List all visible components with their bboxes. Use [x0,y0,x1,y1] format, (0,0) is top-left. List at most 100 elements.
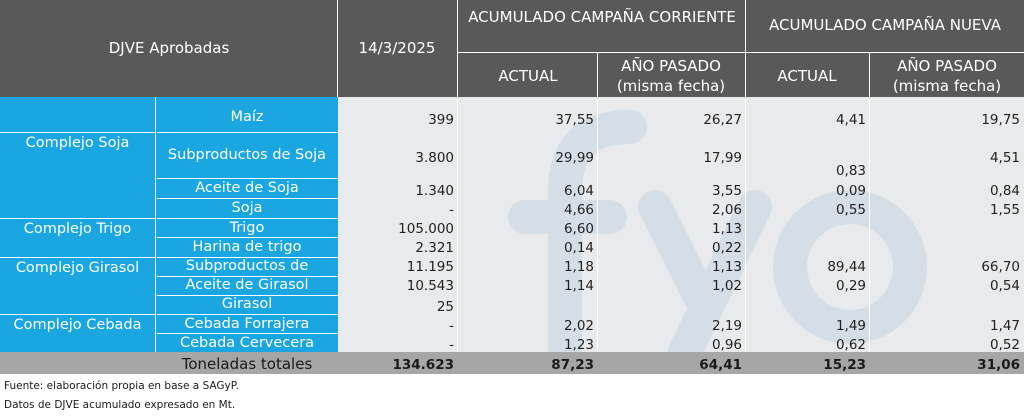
cell-djve: 25 [436,299,454,315]
group-divider [0,314,155,315]
cell-current-prev: 0,22 [711,240,742,256]
cell-current-prev: 26,27 [703,112,742,128]
cell-new-actual: 0,83 [835,163,866,179]
header-new-prev-line1: AÑO PASADO [897,57,997,75]
cell-new-prev: 0,52 [989,337,1020,353]
cell-current-actual: 0,14 [563,240,594,256]
row-divider [157,314,338,315]
product-label: Subproductos de Soja [167,147,327,163]
header-current-actual: ACTUAL [498,67,558,85]
product-label: Maíz [230,109,264,125]
cell-djve: - [449,318,454,334]
cell-new-prev: 66,70 [981,259,1020,275]
header-title: DJVE Aprobadas [108,39,230,57]
header-divider [457,0,458,97]
header-group-current: ACUMULADO CAMPAÑA CORRIENTE [468,8,736,26]
product-label: Trigo [229,220,265,236]
header-new-prev: AÑO PASADO (misma fecha) [870,56,1024,96]
row-divider [157,276,338,277]
footer-note: Datos de DJVE acumulado expresado en Mt. [4,399,236,411]
group-girasol: Complejo Girasol [15,260,140,276]
table-header [0,0,1024,97]
row-divider [157,333,338,334]
cell-current-actual: 29,99 [555,150,594,166]
cell-current-actual: 37,55 [555,112,594,128]
header-current-prev: AÑO PASADO (misma fecha) [598,56,744,96]
cell-new-actual: 0,55 [835,202,866,218]
cell-new-prev: 1,55 [989,202,1020,218]
row-divider [157,132,338,133]
group-divider [0,257,155,258]
header-divider [869,53,870,97]
header-divider [337,0,338,97]
product-label: Aceite de Soja [195,180,299,196]
header-new-actual: ACTUAL [777,67,837,85]
cell-current-actual: 1,14 [563,278,594,294]
row-divider [157,257,338,258]
group-cebada: Complejo Cebada [13,317,142,333]
cell-new-prev: 0,54 [989,278,1020,294]
cell-current-actual: 6,04 [563,183,594,199]
column-divider [597,97,598,352]
total-row [0,352,1024,374]
cell-new-actual: 0,62 [835,337,866,353]
cell-djve: 1.340 [415,183,454,199]
row-divider [157,295,338,296]
product-label: Cebada Cervecera [179,335,315,351]
cell-djve: - [449,337,454,353]
cell-djve: 105.000 [398,221,454,237]
cell-current-prev: 1,13 [711,259,742,275]
total-current-actual: 87,23 [551,357,594,373]
cell-new-prev: 0,84 [989,183,1020,199]
footer-source: Fuente: elaboración propia en base a SAG… [4,380,239,392]
cell-current-prev: 1,02 [711,278,742,294]
group-soja: Complejo Soja [25,135,130,151]
cell-current-actual: 6,60 [563,221,594,237]
group-trigo: Complejo Trigo [23,221,132,237]
header-date: 14/3/2025 [358,39,436,57]
cell-current-prev: 2,19 [711,318,742,334]
label-divider [155,97,156,352]
cell-current-prev: 2,06 [711,202,742,218]
cell-new-prev: 4,51 [989,150,1020,166]
cell-new-actual: 0,29 [835,278,866,294]
row-divider [157,198,338,199]
product-label: Soja [231,200,263,216]
total-djve: 134.623 [392,357,455,373]
cell-djve: 10.543 [406,278,454,294]
column-divider [869,97,870,352]
header-divider [458,52,1024,53]
cell-new-actual: 4,41 [835,112,866,128]
group-divider [0,132,155,133]
cell-current-prev: 0,96 [711,337,742,353]
cell-djve: - [449,202,454,218]
total-new-prev: 31,06 [977,357,1020,373]
column-divider [745,97,746,352]
cell-djve: 2.321 [415,240,454,256]
cell-new-prev: 19,75 [981,112,1020,128]
column-divider [457,97,458,352]
header-current-prev-line2: (misma fecha) [616,77,726,95]
cell-current-actual: 4,66 [563,202,594,218]
cell-new-actual: 0,09 [835,183,866,199]
product-label: Subproductos de [185,258,309,274]
cell-current-prev: 1,13 [711,221,742,237]
row-divider [157,178,338,179]
cell-djve: 3.800 [415,150,454,166]
header-divider [597,53,598,97]
product-label: Girasol [221,296,273,312]
header-divider [745,0,746,97]
fyo-watermark-logo [508,110,927,352]
cell-current-actual: 2,02 [563,318,594,334]
total-new-actual: 15,23 [823,357,866,373]
header-current-prev-line1: AÑO PASADO [621,57,721,75]
cell-djve: 11.195 [406,259,454,275]
cell-current-prev: 17,99 [703,150,742,166]
row-divider [157,237,338,238]
cell-new-actual: 1,49 [835,318,866,334]
row-divider [157,218,338,219]
cell-current-prev: 3,55 [711,183,742,199]
product-label: Aceite de Girasol [185,277,309,293]
cell-new-actual: 89,44 [827,259,866,275]
header-group-new: ACUMULADO CAMPAÑA NUEVA [769,16,1001,34]
